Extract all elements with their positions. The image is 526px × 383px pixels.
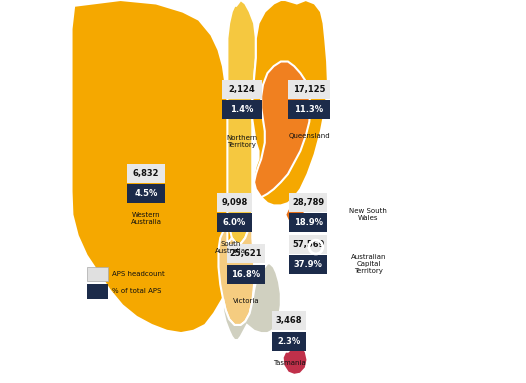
FancyBboxPatch shape: [217, 193, 251, 211]
FancyBboxPatch shape: [272, 311, 306, 330]
FancyBboxPatch shape: [227, 244, 265, 263]
Text: 4.5%: 4.5%: [135, 190, 158, 198]
Text: 57,569: 57,569: [292, 240, 325, 249]
Text: New South
Wales: New South Wales: [349, 208, 387, 221]
Text: 2.3%: 2.3%: [277, 337, 301, 346]
Polygon shape: [282, 346, 308, 375]
Text: Australian
Capital
Territory: Australian Capital Territory: [350, 254, 386, 274]
FancyBboxPatch shape: [87, 284, 108, 299]
Text: 6,832: 6,832: [133, 169, 159, 178]
Text: 37.9%: 37.9%: [294, 260, 322, 269]
Polygon shape: [254, 62, 310, 197]
Text: Victoria: Victoria: [232, 298, 259, 304]
FancyBboxPatch shape: [222, 80, 262, 98]
FancyBboxPatch shape: [289, 213, 327, 232]
Text: 6.0%: 6.0%: [222, 218, 246, 227]
FancyBboxPatch shape: [289, 235, 327, 254]
Text: Northern
Territory: Northern Territory: [226, 135, 258, 148]
Text: % of total APS: % of total APS: [113, 288, 162, 295]
Text: 11.3%: 11.3%: [295, 105, 323, 114]
Text: Western
Australia: Western Australia: [130, 212, 161, 225]
Text: 28,789: 28,789: [292, 198, 324, 206]
FancyBboxPatch shape: [127, 185, 165, 203]
FancyBboxPatch shape: [217, 213, 251, 232]
Text: 1.4%: 1.4%: [230, 105, 254, 114]
Polygon shape: [218, 213, 254, 325]
Polygon shape: [223, 264, 281, 340]
FancyBboxPatch shape: [222, 100, 262, 119]
Text: 25,621: 25,621: [229, 249, 262, 258]
FancyBboxPatch shape: [272, 332, 306, 351]
Text: South
Australia: South Australia: [215, 241, 246, 254]
Polygon shape: [72, 0, 241, 333]
Text: 17,125: 17,125: [292, 85, 325, 93]
Text: 16.8%: 16.8%: [231, 270, 260, 279]
FancyBboxPatch shape: [289, 255, 327, 274]
Text: 3,468: 3,468: [276, 316, 302, 325]
Text: 18.9%: 18.9%: [294, 218, 322, 227]
Text: Queensland: Queensland: [288, 133, 330, 139]
Text: Tasmania: Tasmania: [272, 360, 306, 366]
FancyBboxPatch shape: [288, 100, 330, 119]
Polygon shape: [285, 205, 306, 224]
Text: APS headcount: APS headcount: [113, 271, 165, 277]
FancyBboxPatch shape: [289, 193, 327, 211]
Polygon shape: [227, 0, 256, 244]
Polygon shape: [252, 0, 328, 205]
FancyBboxPatch shape: [227, 265, 265, 284]
FancyBboxPatch shape: [288, 80, 330, 98]
FancyBboxPatch shape: [127, 164, 165, 183]
Text: 9,098: 9,098: [221, 198, 247, 206]
Text: 2,124: 2,124: [229, 85, 255, 93]
FancyBboxPatch shape: [87, 267, 108, 281]
